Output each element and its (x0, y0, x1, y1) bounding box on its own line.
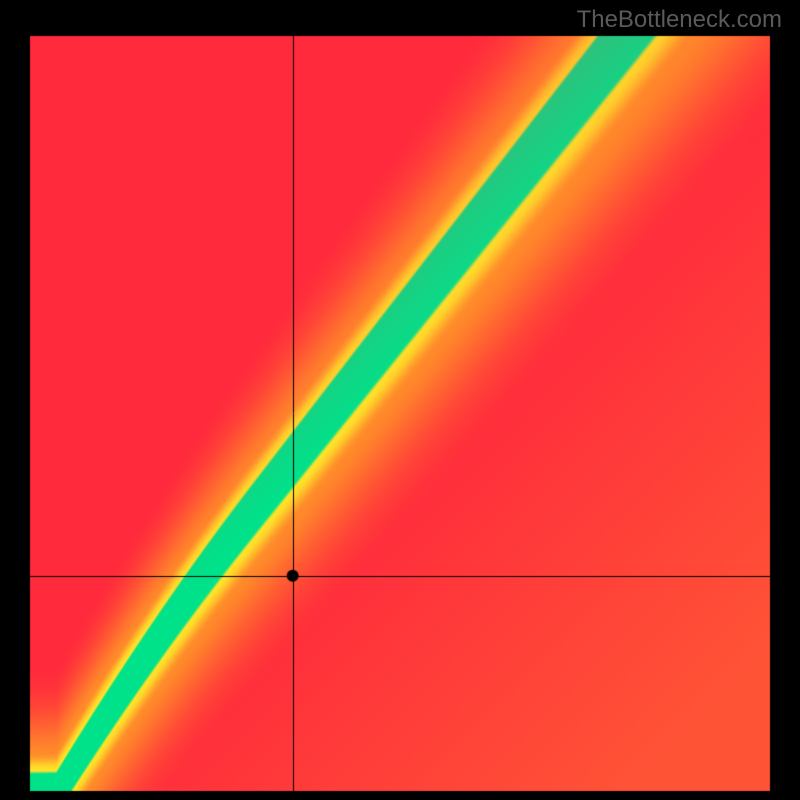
attribution-label: TheBottleneck.com (577, 6, 782, 34)
chart-container: TheBottleneck.com (0, 0, 800, 800)
bottleneck-heatmap (0, 0, 800, 800)
attribution-text: TheBottleneck.com (577, 6, 782, 33)
